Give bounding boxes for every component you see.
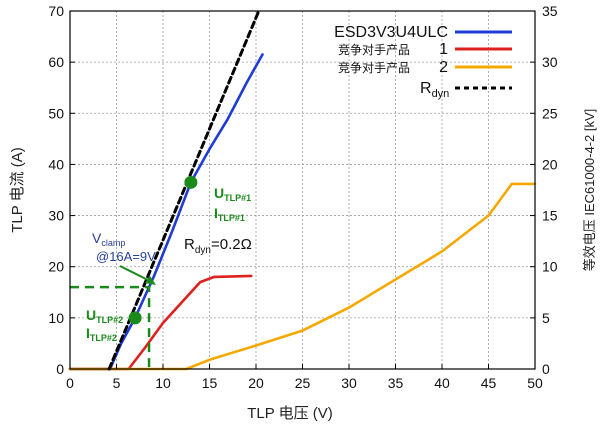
x-tick-label: 50 <box>527 375 543 391</box>
legend-label-competitor-2-cn: 竞争对手产品 <box>338 61 410 75</box>
y-axis-right-label: 等效电压 IEC61000-4-2 [kV] <box>582 109 597 272</box>
y-right-tick-label: 5 <box>542 310 550 326</box>
plot-frame <box>69 10 536 370</box>
tick-labels: 0 5 10 15 20 25 30 35 40 45 5001020304050607005101… <box>48 3 557 391</box>
x-tick-label: 0 <box>66 375 74 391</box>
x-tick-label: 45 <box>481 375 497 391</box>
annotation-i-tlp1: ITLP#1 <box>214 205 245 223</box>
x-tick-label: 35 <box>388 375 404 391</box>
y-right-tick-label: 35 <box>542 3 558 19</box>
y-right-tick-label: 15 <box>542 208 558 224</box>
legend-label-competitor-1: 1 <box>439 41 448 58</box>
y-left-tick-label: 70 <box>48 3 64 19</box>
y-right-tick-label: 0 <box>542 361 550 377</box>
x-tick-label: 25 <box>295 375 311 391</box>
y-right-tick-label: 25 <box>542 105 558 121</box>
annotation-vclamp-arrowhead <box>145 276 156 285</box>
y-left-tick-label: 60 <box>48 54 64 70</box>
x-tick-label: 40 <box>434 375 450 391</box>
annotation-vclamp: Vclamp <box>92 230 125 248</box>
legend-label-rdyn: Rdyn <box>420 80 449 100</box>
legend: ESD3V3U4ULC 竞争对手产品 1 竞争对手产品 2 Rdyn <box>334 24 512 100</box>
markers <box>128 175 198 325</box>
x-axis-label: TLP 电压 (V) <box>247 405 333 422</box>
x-tick-label: 5 <box>113 375 121 391</box>
y-left-tick-label: 40 <box>48 156 64 172</box>
x-tick-label: 20 <box>248 375 264 391</box>
y-right-tick-label: 30 <box>542 54 558 70</box>
legend-label-competitor-2: 2 <box>439 59 448 76</box>
plot-border <box>69 10 536 370</box>
series-line-competitor-1 <box>68 274 253 371</box>
x-tick-label: 30 <box>341 375 357 391</box>
tlp2-point-marker <box>128 311 142 325</box>
y-left-tick-label: 20 <box>48 259 64 275</box>
y-left-tick-label: 50 <box>48 105 64 121</box>
series-line-competitor-2 <box>68 182 537 371</box>
series-line-esd3v3u4ulc <box>68 53 264 371</box>
series-line-rdyn <box>107 9 261 371</box>
annotation-vclamp-value: @16A=9V <box>96 249 156 264</box>
y-left-tick-label: 30 <box>48 208 64 224</box>
x-tick-label: 10 <box>155 375 171 391</box>
y-left-tick-label: 0 <box>56 361 64 377</box>
annotation-vclamp-arrow <box>119 265 153 283</box>
legend-label-esd3v3u4ulc: ESD3V3U4ULC <box>334 24 448 41</box>
annotation-rdyn: Rdyn=0.2Ω <box>184 236 252 256</box>
clamp-guide-line <box>70 285 151 369</box>
annotation-u-tlp1: UTLP#1 <box>214 185 251 203</box>
y-right-tick-label: 20 <box>542 156 558 172</box>
x-tick-label: 15 <box>202 375 218 391</box>
annotations: UTLP#1 ITLP#1 UTLP#2 ITLP#2 Vclamp @16A=… <box>86 185 252 343</box>
y-left-tick-label: 10 <box>48 310 64 326</box>
y-right-tick-label: 10 <box>542 259 558 275</box>
annotation-u-tlp2: UTLP#2 <box>86 307 123 325</box>
y-axis-left-label: TLP 电流 (A) <box>9 147 26 233</box>
annotation-i-tlp2: ITLP#2 <box>86 325 117 343</box>
grid <box>70 11 535 369</box>
series-layer <box>68 9 537 371</box>
tlp1-point-marker <box>184 175 198 189</box>
legend-label-competitor-1-cn: 竞争对手产品 <box>338 43 410 57</box>
